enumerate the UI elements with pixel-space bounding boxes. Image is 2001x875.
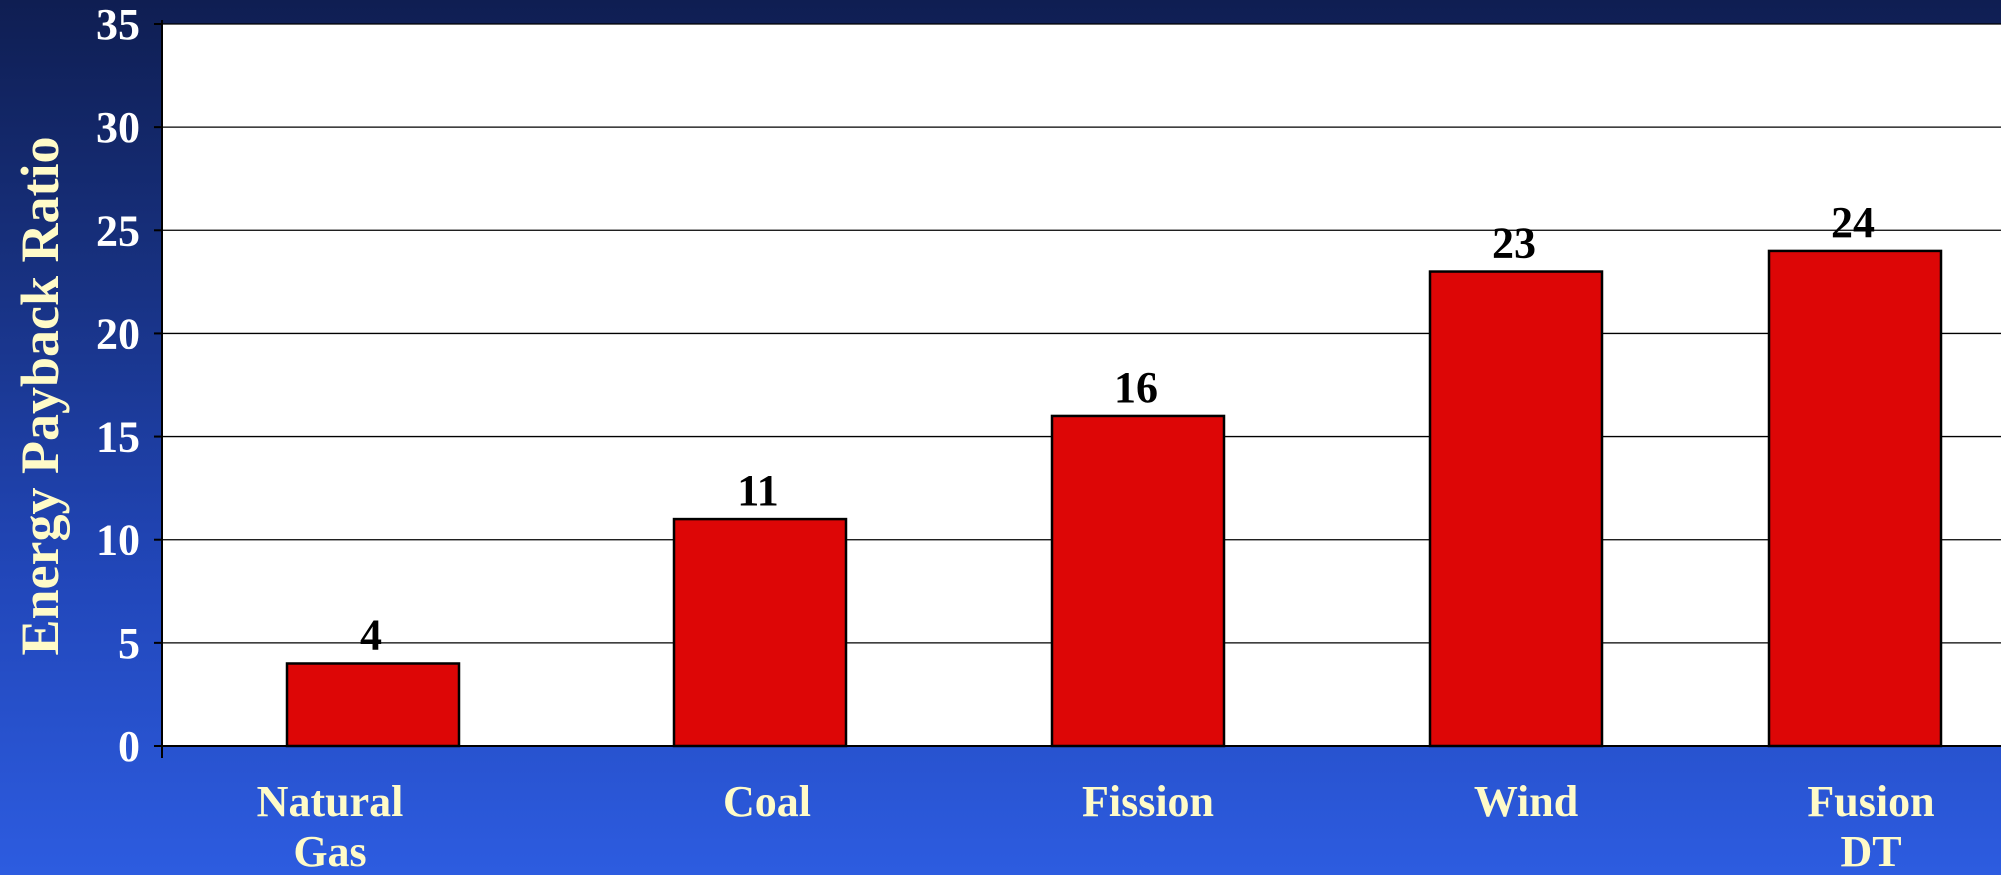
y-tick-label-10: 10 [96,516,140,565]
y-tick-label-0: 0 [118,722,140,771]
y-tick-label-25: 25 [96,206,140,255]
y-tick-label-35: 35 [96,0,140,49]
category-label-2: Fission [1082,777,1214,826]
category-label-4: Fusion DT [1807,777,1934,875]
category-labels: Natural Gas Coal Fission Wind Fusion DT [257,777,1935,875]
y-axis-title: Energy Payback Ratio [10,137,70,656]
value-label-2: 16 [1114,363,1158,412]
category-label-1: Coal [723,777,811,826]
y-tick-labels: 0 5 10 15 20 25 30 35 [96,0,140,771]
bar-2 [1050,414,1226,748]
y-tick-label-5: 5 [118,619,140,668]
y-tick-label-20: 20 [96,309,140,358]
value-label-0: 4 [360,610,382,659]
bar-4 [1767,249,1943,748]
axes [154,20,2001,758]
category-label-0: Natural Gas [257,777,404,875]
value-label-1: 11 [737,466,779,515]
value-labels: 4 11 16 23 24 [360,198,1875,660]
bar-0 [285,662,461,748]
bar-3 [1428,270,1604,748]
y-tick-label-15: 15 [96,413,140,462]
y-tick-label-30: 30 [96,103,140,152]
value-label-4: 24 [1831,198,1875,247]
category-label-3: Wind [1474,777,1578,826]
value-label-3: 23 [1492,219,1536,268]
bar-1 [672,517,848,748]
